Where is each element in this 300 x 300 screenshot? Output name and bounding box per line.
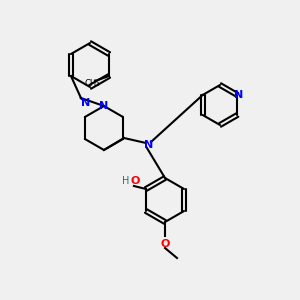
Text: H: H [122, 176, 130, 186]
Text: O: O [130, 176, 140, 186]
Text: N: N [81, 98, 91, 108]
Text: O: O [160, 239, 170, 249]
Text: N: N [99, 101, 109, 111]
Text: N: N [144, 140, 154, 150]
Text: N: N [234, 90, 243, 100]
Text: CH₃: CH₃ [84, 80, 100, 88]
